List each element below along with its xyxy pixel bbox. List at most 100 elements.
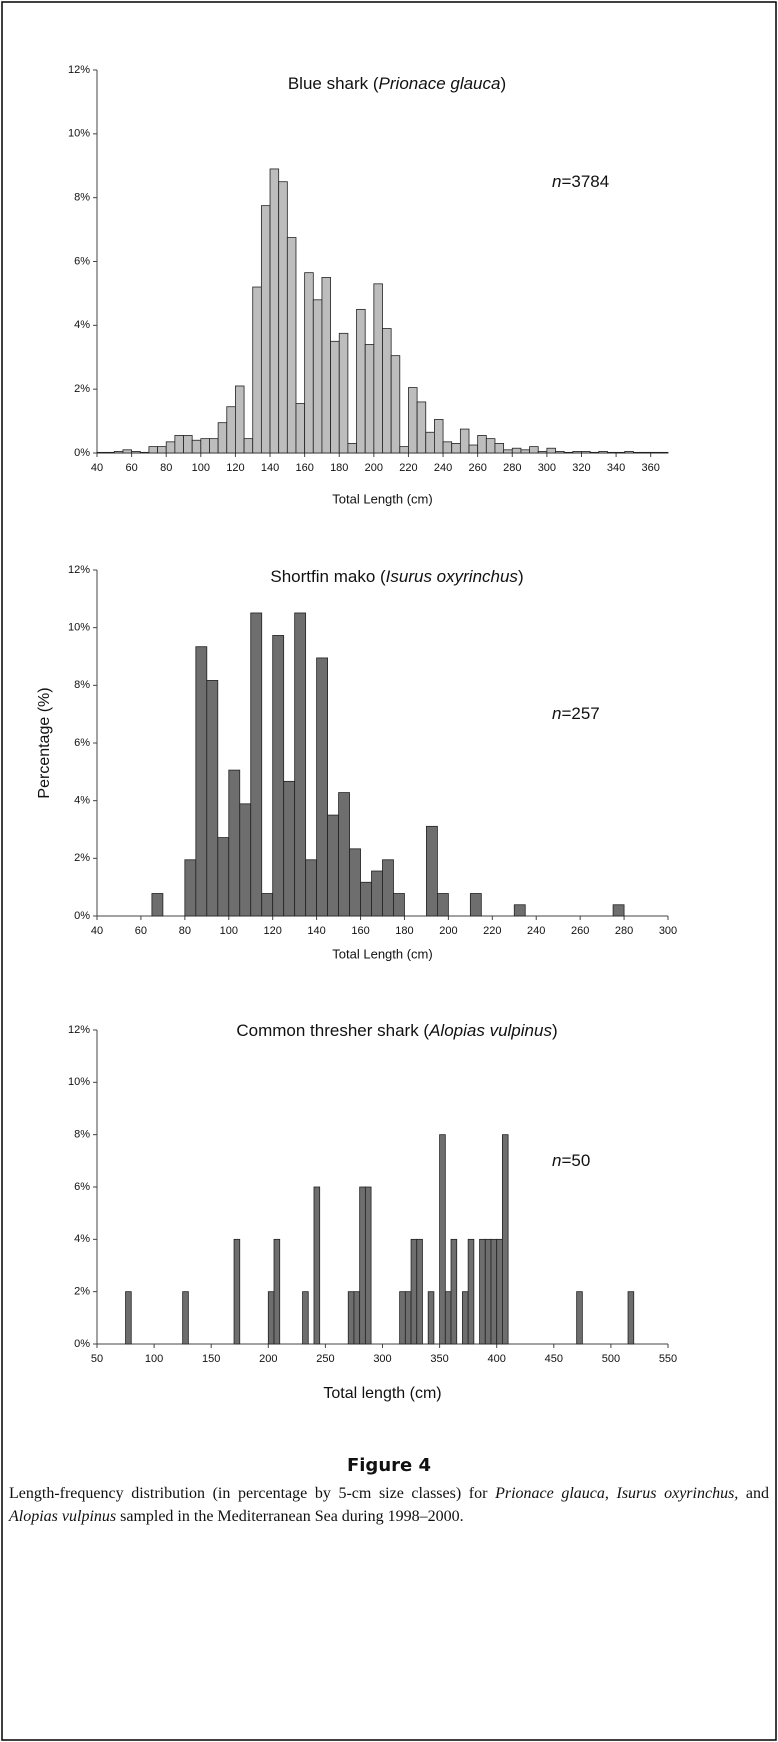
x-tick-label: 200 — [259, 1353, 277, 1365]
bar — [437, 893, 449, 917]
bar — [502, 1134, 509, 1345]
x-tick-label: 500 — [602, 1353, 620, 1365]
x-tick-label: 240 — [434, 462, 452, 474]
bar — [624, 451, 634, 454]
bar — [278, 181, 288, 454]
title-part: ) — [518, 567, 524, 586]
bar — [148, 446, 158, 454]
x-tick-label: 120 — [264, 925, 282, 937]
y-tick-label: 0% — [74, 910, 90, 922]
title-part: Common thresher shark ( — [236, 1021, 429, 1040]
bar — [356, 308, 366, 454]
bar — [353, 1291, 361, 1345]
title-part: ) — [500, 74, 506, 93]
title-part: Blue shark ( — [288, 74, 379, 93]
x-tick-label: 200 — [439, 925, 457, 937]
bar — [260, 205, 271, 454]
annotation-part: =3784 — [561, 172, 609, 191]
bar — [469, 893, 482, 917]
bar — [195, 646, 208, 917]
bar — [252, 286, 262, 454]
bar — [581, 451, 591, 454]
x-tick-label: 220 — [399, 462, 417, 474]
bar — [462, 1291, 469, 1345]
bar — [250, 612, 263, 917]
bar — [513, 904, 526, 917]
annotation-part: =257 — [561, 704, 599, 723]
x-tick-label: 100 — [145, 1353, 163, 1365]
title-part: ) — [552, 1021, 558, 1040]
y-tick-label: 2% — [74, 383, 90, 395]
bar — [269, 168, 280, 454]
bar — [390, 355, 401, 454]
annotation: n=257 — [552, 704, 600, 723]
caption-text: Prionace glauca — [495, 1485, 605, 1502]
bar — [347, 1291, 355, 1345]
x-tick-label: 340 — [607, 462, 625, 474]
bar — [182, 1291, 189, 1345]
x-tick-label: 450 — [545, 1353, 563, 1365]
bar — [632, 451, 643, 454]
x-axis-label: Total length (cm) — [323, 1385, 441, 1402]
bar — [157, 446, 167, 454]
y-tick-label: 12% — [68, 1024, 90, 1036]
bar — [327, 814, 339, 917]
bar — [434, 419, 444, 454]
bar — [174, 435, 184, 454]
bar — [105, 451, 115, 454]
x-tick-label: 60 — [135, 925, 147, 937]
bar — [490, 1238, 498, 1345]
x-tick-label: 280 — [615, 925, 633, 937]
x-tick-label: 80 — [160, 462, 172, 474]
title-part: Prionace glauca — [379, 74, 501, 93]
bar — [294, 612, 307, 917]
bar — [206, 680, 219, 917]
y-tick-label: 6% — [74, 255, 90, 267]
annotation: n=50 — [552, 1151, 590, 1170]
y-tick-label: 8% — [74, 192, 90, 204]
bar — [349, 848, 361, 917]
x-tick-label: 220 — [483, 925, 501, 937]
bar — [364, 344, 375, 454]
bar — [184, 859, 197, 917]
bar — [410, 1238, 418, 1345]
annotation: n=3784 — [552, 172, 609, 191]
y-tick-label: 12% — [68, 564, 90, 576]
bar — [283, 780, 296, 917]
x-axis-label: Total Length (cm) — [332, 946, 432, 961]
annotation-part: n — [552, 172, 561, 191]
bar — [529, 446, 539, 454]
bar — [485, 438, 496, 454]
x-tick-label: 280 — [503, 462, 521, 474]
bar — [382, 859, 394, 917]
bar — [233, 1238, 241, 1345]
y-tick-label: 2% — [74, 1286, 90, 1298]
y-tick-label: 6% — [74, 1181, 90, 1193]
annotation-part: n — [552, 704, 561, 723]
x-tick-label: 350 — [430, 1353, 448, 1365]
x-tick-label: 100 — [220, 925, 238, 937]
bar — [217, 837, 230, 917]
bar — [444, 1291, 452, 1345]
bar — [439, 1134, 446, 1345]
x-tick-label: 260 — [468, 462, 486, 474]
bar — [546, 447, 556, 454]
bar — [295, 403, 306, 454]
bar — [165, 441, 176, 454]
x-tick-label: 260 — [571, 925, 589, 937]
caption-text: Length-frequency distribution (in percen… — [9, 1485, 496, 1502]
bar — [484, 1238, 492, 1345]
y-tick-label: 2% — [74, 852, 90, 864]
bar — [382, 328, 392, 454]
y-tick-label: 8% — [74, 679, 90, 691]
bar — [267, 1291, 275, 1345]
bar — [209, 438, 219, 454]
bar — [316, 657, 328, 917]
x-tick-label: 40 — [91, 925, 103, 937]
bar — [468, 444, 479, 454]
bar — [113, 451, 124, 454]
bar — [286, 237, 297, 454]
x-tick-label: 80 — [179, 925, 191, 937]
bar — [576, 1291, 583, 1345]
